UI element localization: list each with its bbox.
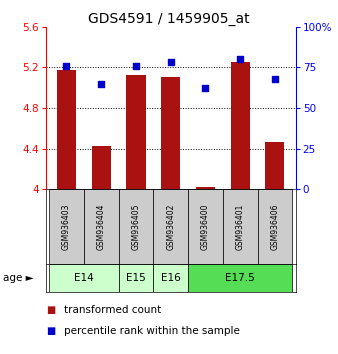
Point (238, 56, 243, 62)
Text: percentile rank within the sample: percentile rank within the sample (64, 326, 240, 336)
Point (168, 59, 173, 65)
Text: E17.5: E17.5 (225, 273, 255, 283)
Point (98, 81, 104, 86)
Text: E15: E15 (126, 273, 146, 283)
Bar (119, 264, 153, 292)
Bar (196, 187, 215, 189)
Text: GSM936406: GSM936406 (270, 203, 280, 250)
Bar (258, 189, 292, 264)
Bar (119, 189, 153, 264)
Text: GSM936402: GSM936402 (166, 203, 175, 250)
Bar (49, 264, 119, 292)
Text: GSM936403: GSM936403 (62, 203, 71, 250)
Bar (161, 78, 180, 189)
Bar (153, 189, 188, 264)
Bar (84, 189, 119, 264)
Text: transformed count: transformed count (64, 305, 162, 315)
Bar (223, 189, 258, 264)
Text: GSM936401: GSM936401 (236, 203, 245, 250)
Bar (126, 75, 145, 189)
Bar (153, 264, 188, 292)
Text: ■: ■ (46, 326, 55, 336)
Text: GSM936400: GSM936400 (201, 203, 210, 250)
Bar (49, 189, 84, 264)
Text: GSM936404: GSM936404 (97, 203, 106, 250)
Text: ■: ■ (46, 305, 55, 315)
Bar (265, 142, 285, 189)
Bar (231, 62, 250, 189)
Text: GDS4591 / 1459905_at: GDS4591 / 1459905_at (88, 12, 250, 27)
Bar (57, 70, 76, 189)
Bar (188, 264, 292, 292)
Bar (92, 145, 111, 189)
Point (272, 76, 277, 81)
Bar (188, 189, 223, 264)
Point (133, 63, 139, 68)
Text: age ►: age ► (3, 273, 34, 283)
Point (64, 63, 69, 68)
Text: E14: E14 (74, 273, 94, 283)
Text: E16: E16 (161, 273, 180, 283)
Point (203, 86, 208, 91)
Text: GSM936405: GSM936405 (131, 203, 141, 250)
